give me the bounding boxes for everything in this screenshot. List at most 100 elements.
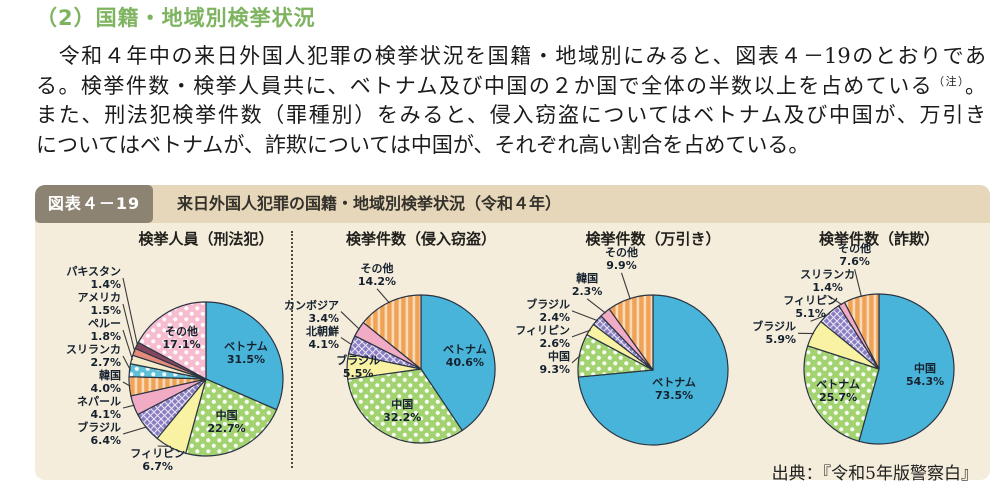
pie-label-inside: 中国 22.7% — [208, 409, 246, 435]
pie-label-name: ブラジル — [336, 353, 381, 367]
label-leader-line — [340, 311, 360, 330]
figure-title: 来日外国人犯罪の国籍・地域別検挙状況（令和４年） — [177, 194, 562, 213]
pie-label-outside: スリランカ 2.7% — [66, 343, 121, 369]
pie-slice — [185, 378, 278, 457]
pie-label-outside: ブラジル 5.9% — [752, 320, 796, 346]
pie-label-pct: 7.6% — [839, 255, 870, 269]
pie-label-name: 中国 — [914, 362, 937, 376]
pie-chart-fraud: 検挙件数（詐欺） 中国 54.3% ベトナム 25.7% その他 7.6% スリランカ 1.4… — [752, 223, 990, 480]
label-leader-line — [122, 277, 139, 346]
pie-label-outside: ネパール 4.1% — [77, 395, 121, 421]
note-marker: （注） — [933, 74, 965, 88]
pie-label-pct: 9.3% — [539, 362, 570, 376]
chart-title: 検挙件数（詐欺） — [818, 230, 940, 248]
label-leader-line — [810, 313, 831, 322]
pie-label-name: ネパール — [77, 395, 121, 408]
pie-svg — [571, 272, 729, 446]
label-leader-line — [571, 329, 591, 338]
pie-label-pct: 54.3% — [905, 375, 945, 389]
figure-title-bar: 図表４－19 来日外国人犯罪の国籍・地域別検挙状況（令和４年） — [35, 185, 990, 223]
pie-label-name: 北朝鮮 — [306, 324, 339, 338]
pie-label-outside: 北朝鮮 4.1% — [306, 325, 339, 351]
pie-label-name: その他 — [838, 242, 872, 256]
pie-chart-burglary: 検挙件数（侵入窃盗） ベトナム 40.6% 中国 32.2% ブラジル 5.5% その他 14… — [284, 223, 530, 480]
label-leader-line — [122, 426, 148, 435]
pie-label-name: ベトナム — [443, 342, 487, 356]
pie-label-name: パキスタン — [66, 265, 121, 278]
pie-label-name: ブラジル — [526, 297, 570, 311]
pie-chart-shoplifting: 検挙件数（万引き） ベトナム 73.5% その他 9.9% 韓国 2.3% ブラジル 2.4%… — [515, 223, 767, 480]
pie-label-name: その他 — [165, 324, 199, 338]
pie-label-name: スリランカ — [66, 343, 121, 356]
label-leader-line — [122, 404, 135, 409]
pie-label-pct: 2.4% — [539, 310, 570, 324]
pie-label-name: ブラジル — [77, 421, 121, 434]
pie-label-inside: ベトナム 73.5% — [652, 376, 696, 402]
label-leader-line — [122, 381, 131, 387]
pie-label-outside: パキスタン 1.4% — [66, 265, 121, 291]
pie-chart-criminal-offenders: 検挙人員（刑法犯） ベトナム 31.5% 中国 22.7% その他 17.1% パキスタン 1… — [35, 223, 292, 480]
pie-label-name: ベトナム — [816, 378, 860, 392]
pie-slice — [803, 345, 880, 442]
pie-label-pct: 4.1% — [308, 337, 339, 351]
label-leader-line — [376, 288, 390, 304]
pie-label-inside: その他 17.1% — [162, 325, 200, 351]
pie-slice — [858, 293, 955, 445]
label-leader-line — [122, 355, 131, 371]
paragraph-line-2-text: る。検挙件数・検挙人員共に、ベトナム及び中国の２か国で全体の半数以上を占めている — [36, 73, 934, 98]
pie-label-pct: 5.5% — [342, 366, 374, 380]
pie-slice — [205, 301, 284, 411]
pie-label-pct: 6.4% — [90, 434, 121, 447]
chart-title: 検挙人員（刑法犯） — [138, 230, 274, 248]
pie-label-pct: 17.1% — [162, 337, 201, 351]
pie-slice — [420, 294, 496, 432]
paragraph-line-4: についてはベトナムが、詐欺については中国が、それぞれ高い割合を占めている。 — [36, 132, 810, 157]
label-leader-line — [340, 337, 353, 346]
pie-svg — [122, 277, 284, 457]
body-paragraph: 令和４年中の来日外国人犯罪の検挙状況を国籍・地域別にみると、図表４－19のとおり… — [36, 42, 986, 160]
pie-label-outside: その他 7.6% — [838, 242, 871, 268]
pie-label-name: ペルー — [88, 317, 121, 330]
pie-label-pct: 2.3% — [571, 284, 603, 298]
pie-label-outside: ペルー 1.8% — [88, 317, 121, 343]
pie-label-name: 中国 — [548, 349, 570, 363]
pie-label-name: フィリピン — [783, 294, 839, 308]
pie-label-pct: 31.5% — [226, 352, 266, 366]
pie-label-outside: フィリピン 6.7% — [130, 447, 185, 473]
pie-label-pct: 9.9% — [606, 258, 637, 272]
pie-label-pct: 1.8% — [90, 330, 121, 343]
paragraph-line-3: また、刑法犯検挙件数（罪種別）をみると、侵入窃盗についてはベトナム及び中国が、万… — [36, 103, 986, 127]
pie-label-outside: 韓国 4.0% — [90, 369, 121, 395]
pie-label-name: 韓国 — [576, 271, 599, 285]
pie-label-pct: 25.7% — [818, 391, 858, 405]
pie-label-name: ベトナム — [652, 376, 696, 390]
label-leader-line — [122, 303, 136, 353]
pie-label-outside: カンボジア 3.4% — [284, 299, 339, 325]
pie-label-pct: 73.5% — [654, 389, 694, 403]
pie-label-name: 中国 — [215, 409, 238, 423]
label-leader-line — [620, 272, 631, 300]
pie-label-inside: ベトナム 31.5% — [224, 340, 268, 366]
pie-label-name: ブラジル — [752, 320, 796, 334]
pie-label-outside: ブラジル 2.4% — [526, 298, 570, 324]
pie-label-name: 韓国 — [99, 369, 121, 382]
pie-label-pct: 1.5% — [90, 304, 121, 317]
pie-label-pct: 40.6% — [445, 355, 484, 369]
paragraph-line-2: る。検挙件数・検挙人員共に、ベトナム及び中国の２か国で全体の半数以上を占めている… — [36, 72, 986, 102]
pie-label-outside: その他 14.2% — [358, 262, 396, 288]
paragraph-line-2-end: 。 — [965, 73, 986, 98]
pie-label-name: その他 — [360, 261, 394, 275]
label-leader-line — [827, 294, 843, 306]
pie-label-name: アメリカ — [77, 291, 121, 304]
pie-label-pct: 5.9% — [765, 333, 796, 347]
pie-label-name: スリランカ — [800, 268, 856, 282]
pie-label-inside: 中国 54.3% — [906, 362, 944, 388]
pie-slice — [137, 301, 207, 380]
label-leader-line — [571, 355, 581, 364]
pie-label-outside: その他 9.9% — [605, 246, 638, 272]
chart-divider — [291, 231, 293, 468]
chart-title: 検挙件数（万引き） — [585, 230, 721, 248]
section-heading: （2）国籍・地域別検挙状況 — [36, 6, 316, 30]
figure-box: 図表４－19 来日外国人犯罪の国籍・地域別検挙状況（令和４年） 検挙人員（刑法犯… — [35, 185, 990, 484]
